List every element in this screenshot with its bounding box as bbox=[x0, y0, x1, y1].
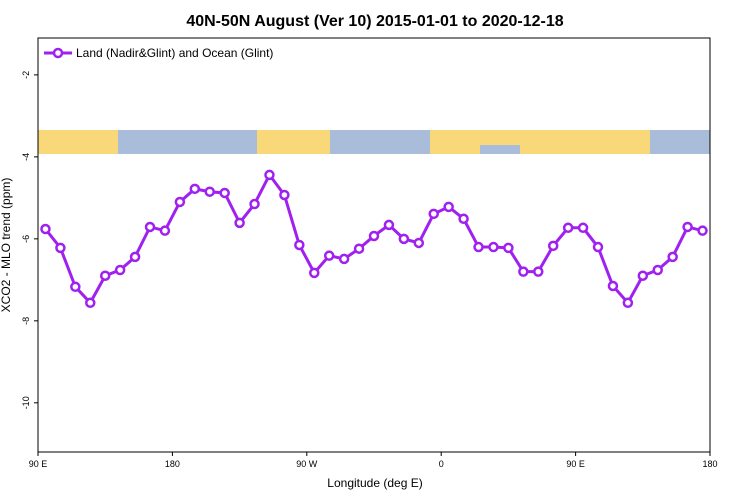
y-tick-label: -4 bbox=[21, 153, 31, 161]
map-band bbox=[38, 130, 710, 154]
x-tick-label: 90 E bbox=[566, 459, 585, 469]
data-point bbox=[413, 237, 425, 249]
chart-title: 40N-50N August (Ver 10) 2015-01-01 to 20… bbox=[186, 13, 563, 30]
data-point bbox=[55, 242, 66, 254]
data-point bbox=[114, 264, 126, 276]
data-point bbox=[70, 281, 81, 293]
data-point bbox=[264, 169, 275, 181]
data-point bbox=[607, 280, 619, 292]
y-tick-label: -8 bbox=[21, 317, 31, 325]
data-point bbox=[622, 297, 634, 309]
data-point bbox=[697, 225, 708, 236]
data-point bbox=[294, 239, 305, 251]
data-point bbox=[323, 250, 335, 261]
x-tick-label: 90 W bbox=[296, 459, 318, 469]
legend-label: Land (Nadir&Glint) and Ocean (Glint) bbox=[76, 46, 273, 60]
data-point bbox=[219, 187, 230, 199]
data-point bbox=[667, 251, 678, 263]
data-point bbox=[159, 225, 171, 236]
data-point bbox=[488, 241, 499, 253]
data-point bbox=[40, 223, 51, 235]
data-point bbox=[99, 270, 111, 281]
y-tick-label: -6 bbox=[21, 235, 31, 243]
data-point bbox=[204, 186, 215, 197]
data-point bbox=[85, 297, 96, 309]
data-point bbox=[234, 217, 245, 229]
y-tick-label: -10 bbox=[21, 396, 31, 409]
data-point bbox=[428, 208, 439, 220]
x-tick-label: 90 E bbox=[29, 459, 48, 469]
legend-marker bbox=[52, 47, 64, 59]
data-point bbox=[189, 183, 201, 195]
data-point bbox=[503, 242, 514, 254]
data-point bbox=[592, 241, 604, 253]
data-point bbox=[473, 241, 484, 253]
data-point bbox=[309, 267, 320, 279]
data-point bbox=[637, 270, 649, 281]
data-point bbox=[279, 189, 290, 201]
data-point bbox=[353, 243, 365, 254]
data-point bbox=[249, 198, 260, 210]
data-point bbox=[652, 264, 663, 276]
data-point bbox=[458, 213, 469, 225]
data-point bbox=[368, 230, 380, 242]
data-point bbox=[533, 266, 544, 277]
y-tick-label: -2 bbox=[21, 71, 31, 79]
data-point bbox=[577, 222, 589, 234]
data-point bbox=[682, 221, 693, 233]
data-point bbox=[129, 251, 141, 263]
data-point bbox=[518, 266, 529, 277]
data-point bbox=[562, 222, 574, 234]
x-tick-label: 180 bbox=[165, 459, 180, 469]
x-tick-label: 180 bbox=[702, 459, 717, 469]
plot-frame bbox=[37, 37, 711, 453]
x-tick-label: 0 bbox=[439, 459, 444, 469]
data-point bbox=[338, 253, 350, 265]
data-point bbox=[547, 240, 559, 252]
x-axis-label: Longitude (deg E) bbox=[327, 476, 422, 490]
data-point bbox=[398, 233, 410, 245]
data-point bbox=[443, 201, 454, 213]
data-point bbox=[174, 196, 186, 208]
data-point bbox=[144, 221, 156, 233]
y-axis-label: XCO2 - MLO trend (ppm) bbox=[0, 178, 13, 313]
data-point bbox=[383, 219, 395, 231]
